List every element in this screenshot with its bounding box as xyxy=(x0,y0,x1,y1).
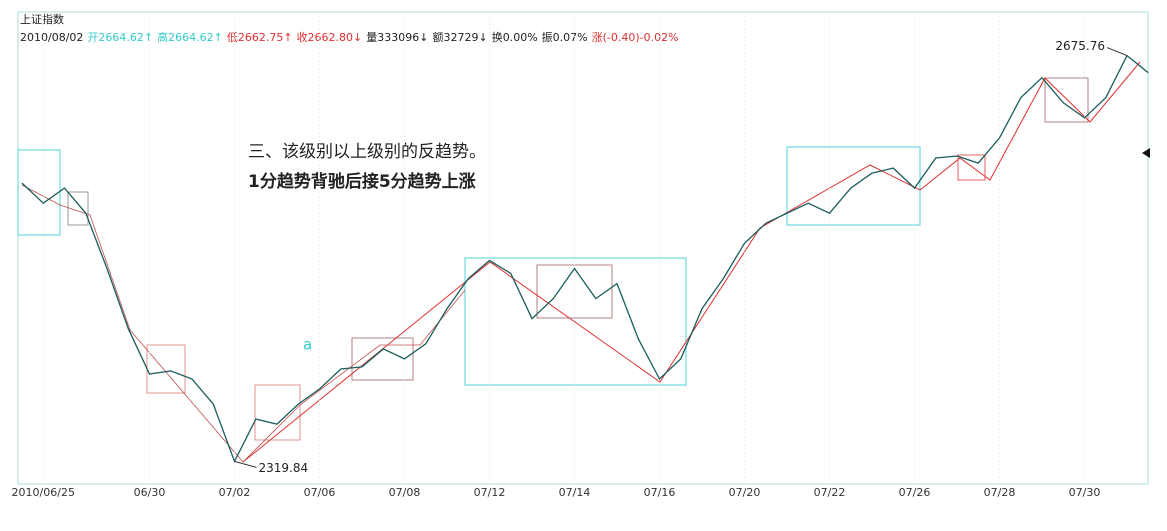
header-item: 额32729↓ xyxy=(433,31,488,44)
header-item: 高2664.62↑ xyxy=(157,30,223,44)
header-item: 开2664.62↑ xyxy=(87,31,153,44)
header-item: 2010/08/02 xyxy=(20,31,83,44)
x-tick-label: 07/02 xyxy=(219,486,251,499)
low-label: 2319.84 xyxy=(259,461,309,475)
header-item: 涨(-0.40)-0.02% xyxy=(592,31,679,44)
trend-line xyxy=(242,61,1141,463)
pink-box xyxy=(1044,77,1089,123)
header-item: 量333096↓ xyxy=(366,31,428,44)
plot-frame xyxy=(17,11,1149,485)
x-tick-label: 07/08 xyxy=(389,486,421,499)
cyan-box xyxy=(17,149,61,236)
high-label: 2675.76 xyxy=(1055,39,1105,53)
x-tick-label: 2010/06/25 xyxy=(12,486,75,499)
pink-box xyxy=(351,337,414,381)
x-tick-label: 07/30 xyxy=(1069,486,1101,499)
x-tick-label: 07/12 xyxy=(474,486,506,499)
boxes xyxy=(17,77,1089,441)
x-tick-label: 07/16 xyxy=(644,486,676,499)
x-tick-label: 06/30 xyxy=(134,486,166,499)
header-item: 振0.07% xyxy=(542,30,588,44)
high-pointer xyxy=(1106,47,1128,57)
header-info: 2010/08/02 开2664.62↑ 高2664.62↑ 低2662.75↑ 收26… xyxy=(20,30,679,44)
chart-title: 上证指数 xyxy=(20,12,64,26)
annotation: 三、该级别以上级别的反趋势。 xyxy=(248,142,486,162)
marker-label: a xyxy=(303,336,312,354)
x-tick-label: 07/06 xyxy=(304,486,336,499)
annotation: 1分趋势背驰后接5分趋势上涨 xyxy=(248,171,476,192)
header-item: 低2662.75↑ xyxy=(227,31,293,44)
x-tick-label: 07/20 xyxy=(729,486,761,499)
low-pointer xyxy=(234,460,257,468)
pink-box xyxy=(254,384,301,441)
header-item: 收2662.80↓ xyxy=(297,30,363,44)
x-tick-label: 07/28 xyxy=(984,486,1016,499)
x-tick-label: 07/14 xyxy=(559,486,591,499)
pink-box xyxy=(957,154,986,181)
pointer xyxy=(1142,148,1150,158)
header-item: 换0.00% xyxy=(492,30,538,44)
sub-trend-line xyxy=(21,184,466,463)
cyan-box xyxy=(786,146,921,226)
cyan-box xyxy=(464,257,687,386)
x-tick-label: 07/22 xyxy=(814,486,846,499)
price-line xyxy=(21,54,1149,464)
grey-box xyxy=(67,191,89,226)
x-tick-label: 07/26 xyxy=(899,486,931,499)
